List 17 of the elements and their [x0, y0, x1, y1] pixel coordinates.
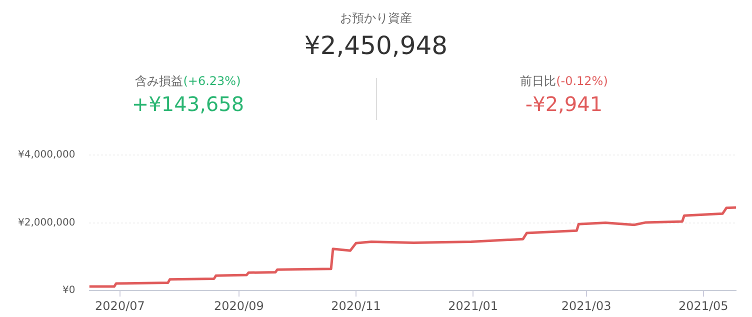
text: +¥143,658	[130, 92, 246, 116]
x-tick-label: 2020/09	[214, 298, 264, 313]
text: -¥2,941	[524, 92, 604, 116]
y-tick-label: ¥0	[62, 285, 76, 296]
x-tick-label: 2021/03	[561, 298, 612, 313]
text: (-0.12%)	[556, 74, 608, 88]
text: ¥2,450,948	[303, 31, 449, 60]
chart-title: お預かり資産	[339, 10, 413, 27]
text: (+6.23%)	[183, 74, 241, 88]
x-tick-label: 2021/01	[448, 298, 498, 313]
text: 前日比	[520, 74, 556, 88]
y-tick-label: ¥4,000,000	[18, 150, 76, 161]
x-tick-label: 2021/05	[678, 298, 728, 313]
x-tick-label: 2020/07	[95, 298, 145, 313]
x-tick-label: 2020/11	[331, 298, 381, 313]
y-tick-label: ¥2,000,000	[18, 217, 76, 228]
text: 含み損益	[135, 74, 184, 88]
